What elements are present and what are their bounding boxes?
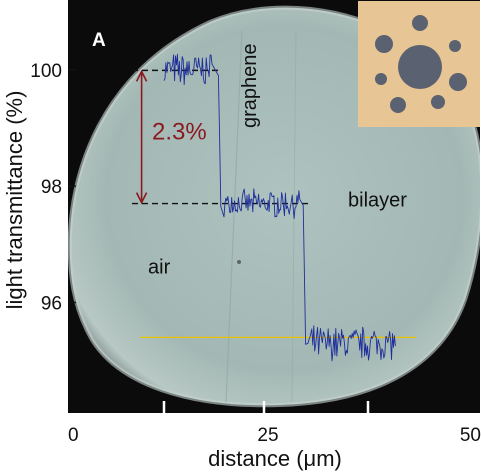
y-axis: 96 98 100 xyxy=(30,61,76,314)
inset-aperture-bottom-left xyxy=(390,97,406,113)
inset-aperture-left xyxy=(375,35,393,53)
annotation-bilayer: bilayer xyxy=(348,190,407,212)
graphene-boundary-left xyxy=(225,29,243,403)
annotation-delta: 2.3% xyxy=(152,119,207,146)
inset-aperture-left-mid xyxy=(375,73,387,85)
x-axis-title: distance (μm) xyxy=(208,446,342,471)
inset-aperture-bottom-right xyxy=(431,95,445,109)
series-line-1 xyxy=(163,53,396,362)
dust-speck xyxy=(237,260,241,264)
y-tick-label-100: 100 xyxy=(30,61,62,82)
delta-arrow xyxy=(135,69,148,205)
delta-arrow-head-top xyxy=(135,69,148,82)
inset-aperture-large xyxy=(398,45,442,89)
y-tick-label-98: 98 xyxy=(41,177,62,198)
inset-aperture-top xyxy=(412,15,428,31)
panel-label: A xyxy=(92,30,106,51)
annotations: air graphene bilayer 2.3% xyxy=(148,43,407,278)
annotation-air: air xyxy=(148,256,171,278)
inset-photo xyxy=(358,1,480,127)
annotation-graphene: graphene xyxy=(239,43,261,128)
y-tick-label-96: 96 xyxy=(41,293,62,314)
inset-aperture-right-mid xyxy=(449,73,467,91)
aperture-rim-highlight xyxy=(68,5,480,408)
delta-arrow-head-bottom xyxy=(135,192,148,205)
series-group xyxy=(163,53,396,362)
x-tick-label-0: 0 xyxy=(68,425,79,446)
inset-aperture-right-top xyxy=(449,40,461,52)
x-tick-label-25: 25 xyxy=(257,425,278,446)
scale-marks xyxy=(162,401,370,415)
x-axis: 0 25 50 xyxy=(68,425,481,446)
y-axis-title: light transmittance (%) xyxy=(2,91,27,310)
x-tick-label-50: 50 xyxy=(460,425,481,446)
